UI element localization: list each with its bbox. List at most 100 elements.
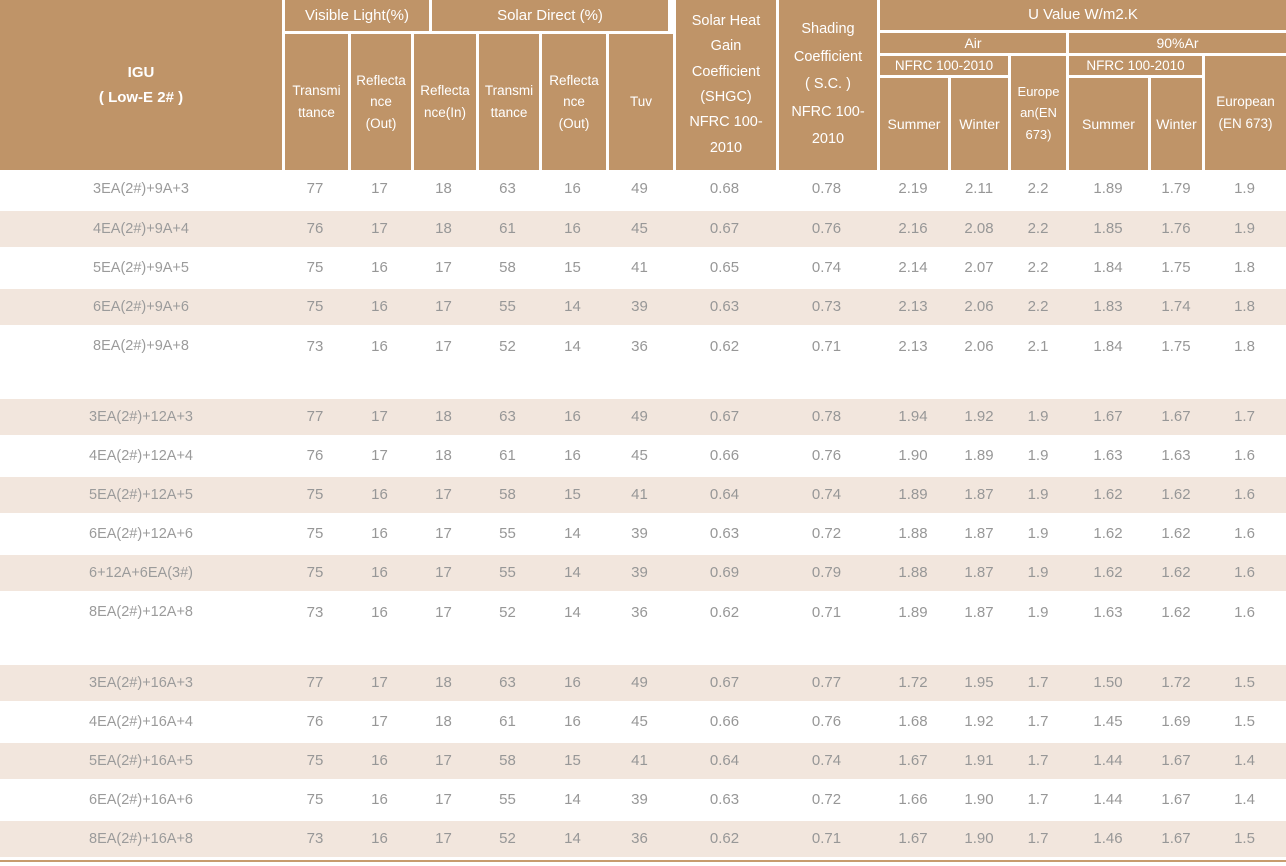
cell-sd-reflectance-out: 15 xyxy=(539,739,606,782)
cell-vl-reflectance-in: 17 xyxy=(411,285,476,328)
cell-vl-reflectance-in: 17 xyxy=(411,817,476,860)
cell-u-argon-european: 1.5 xyxy=(1203,661,1286,704)
cell-sd-reflectance-out: 14 xyxy=(539,817,606,860)
group-spacer-row xyxy=(0,365,1286,397)
cell-tuv: 39 xyxy=(606,514,673,553)
table-row: 6EA(2#)+9A+6 75 16 17 55 14 39 0.63 0.73… xyxy=(0,285,1286,328)
cell-vl-transmittance: 75 xyxy=(282,739,348,782)
cell-u-air-winter: 2.11 xyxy=(949,170,1009,209)
cell-shading-coefficient: 0.78 xyxy=(776,395,877,438)
cell-u-argon-winter: 1.67 xyxy=(1149,817,1203,860)
cell-vl-reflectance-in: 18 xyxy=(411,436,476,475)
cell-tuv: 36 xyxy=(606,326,673,365)
cell-u-argon-european: 1.4 xyxy=(1203,739,1286,782)
cell-shgc: 0.69 xyxy=(673,551,776,594)
cell-tuv: 49 xyxy=(606,661,673,704)
igu-config-label: 6EA(2#)+16A+6 xyxy=(0,780,282,819)
table-row: 6EA(2#)+16A+6 75 16 17 55 14 39 0.63 0.7… xyxy=(0,780,1286,819)
igu-config-label: 5EA(2#)+16A+5 xyxy=(0,739,282,782)
header-group-u-value: U Value W/m2.K xyxy=(880,0,1286,30)
cell-shgc: 0.65 xyxy=(673,248,776,287)
cell-vl-reflectance-in: 18 xyxy=(411,395,476,438)
cell-u-air-european: 1.7 xyxy=(1009,780,1067,819)
cell-shgc: 0.63 xyxy=(673,514,776,553)
cell-vl-transmittance: 76 xyxy=(282,207,348,250)
cell-vl-reflectance-in: 17 xyxy=(411,473,476,516)
cell-u-argon-european: 1.6 xyxy=(1203,592,1286,631)
cell-u-argon-summer: 1.62 xyxy=(1067,514,1149,553)
cell-vl-reflectance-in: 17 xyxy=(411,551,476,594)
cell-vl-transmittance: 76 xyxy=(282,702,348,741)
cell-u-argon-winter: 1.63 xyxy=(1149,436,1203,475)
cell-u-argon-winter: 1.62 xyxy=(1149,551,1203,594)
table-row: 3EA(2#)+9A+3 77 17 18 63 16 49 0.68 0.78… xyxy=(0,170,1286,209)
cell-shgc: 0.67 xyxy=(673,395,776,438)
cell-u-air-european: 1.9 xyxy=(1009,514,1067,553)
cell-u-air-winter: 1.91 xyxy=(949,739,1009,782)
table-bottom-border xyxy=(0,859,1286,862)
cell-u-argon-summer: 1.85 xyxy=(1067,207,1149,250)
cell-u-argon-european: 1.8 xyxy=(1203,248,1286,287)
cell-vl-reflectance-out: 17 xyxy=(348,395,411,438)
cell-u-air-summer: 1.90 xyxy=(877,436,949,475)
cell-shgc: 0.63 xyxy=(673,780,776,819)
cell-shading-coefficient: 0.77 xyxy=(776,661,877,704)
cell-u-argon-winter: 1.67 xyxy=(1149,780,1203,819)
cell-vl-transmittance: 75 xyxy=(282,780,348,819)
cell-shgc: 0.62 xyxy=(673,817,776,860)
header-group-visible-light: Visible Light(%) xyxy=(285,0,429,31)
cell-shading-coefficient: 0.71 xyxy=(776,817,877,860)
cell-u-air-european: 2.2 xyxy=(1009,248,1067,287)
igu-config-label: 4EA(2#)+9A+4 xyxy=(0,207,282,250)
cell-u-air-winter: 2.08 xyxy=(949,207,1009,250)
header-sd-transmittance: Transmi ttance xyxy=(479,34,539,170)
cell-u-air-european: 2.2 xyxy=(1009,285,1067,328)
header-argon-summer: Summer xyxy=(1069,78,1148,170)
cell-u-air-summer: 2.13 xyxy=(877,326,949,365)
cell-vl-transmittance: 73 xyxy=(282,326,348,365)
cell-vl-transmittance: 75 xyxy=(282,514,348,553)
cell-vl-transmittance: 75 xyxy=(282,285,348,328)
cell-u-air-winter: 2.06 xyxy=(949,285,1009,328)
cell-u-air-summer: 1.66 xyxy=(877,780,949,819)
cell-sd-transmittance: 61 xyxy=(476,207,539,250)
cell-u-argon-summer: 1.44 xyxy=(1067,739,1149,782)
cell-u-argon-summer: 1.84 xyxy=(1067,326,1149,365)
cell-shgc: 0.67 xyxy=(673,207,776,250)
cell-u-air-winter: 2.07 xyxy=(949,248,1009,287)
cell-tuv: 39 xyxy=(606,780,673,819)
cell-u-argon-summer: 1.84 xyxy=(1067,248,1149,287)
cell-sd-transmittance: 55 xyxy=(476,285,539,328)
cell-shgc: 0.66 xyxy=(673,702,776,741)
table-row: 8EA(2#)+12A+8 73 16 17 52 14 36 0.62 0.7… xyxy=(0,592,1286,631)
igu-config-label: 4EA(2#)+16A+4 xyxy=(0,702,282,741)
cell-vl-transmittance: 77 xyxy=(282,661,348,704)
cell-u-argon-european: 1.4 xyxy=(1203,780,1286,819)
cell-u-air-european: 1.9 xyxy=(1009,473,1067,516)
igu-config-label: 6EA(2#)+12A+6 xyxy=(0,514,282,553)
cell-u-argon-summer: 1.63 xyxy=(1067,436,1149,475)
cell-shading-coefficient: 0.78 xyxy=(776,170,877,209)
header-air-summer: Summer xyxy=(880,78,948,170)
cell-tuv: 41 xyxy=(606,473,673,516)
cell-vl-transmittance: 73 xyxy=(282,817,348,860)
cell-u-argon-european: 1.6 xyxy=(1203,436,1286,475)
header-igu: IGU ( Low-E 2# ) xyxy=(0,0,282,170)
cell-u-argon-european: 1.8 xyxy=(1203,326,1286,365)
cell-vl-reflectance-in: 18 xyxy=(411,661,476,704)
igu-config-label: 8EA(2#)+16A+8 xyxy=(0,817,282,860)
cell-u-air-european: 2.1 xyxy=(1009,326,1067,365)
header-vl-transmittance: Transmi ttance xyxy=(285,34,348,170)
igu-config-label: 8EA(2#)+9A+8 xyxy=(0,326,282,365)
table-row: 4EA(2#)+12A+4 76 17 18 61 16 45 0.66 0.7… xyxy=(0,436,1286,475)
cell-sd-reflectance-out: 14 xyxy=(539,592,606,631)
igu-config-label: 8EA(2#)+12A+8 xyxy=(0,592,282,631)
cell-u-argon-summer: 1.62 xyxy=(1067,473,1149,516)
header-shgc: Solar Heat Gain Coefficient (SHGC) NFRC … xyxy=(676,0,776,170)
cell-vl-transmittance: 75 xyxy=(282,551,348,594)
cell-sd-reflectance-out: 14 xyxy=(539,514,606,553)
cell-u-argon-summer: 1.62 xyxy=(1067,551,1149,594)
cell-vl-reflectance-out: 17 xyxy=(348,170,411,209)
igu-config-label: 3EA(2#)+16A+3 xyxy=(0,661,282,704)
cell-shading-coefficient: 0.79 xyxy=(776,551,877,594)
